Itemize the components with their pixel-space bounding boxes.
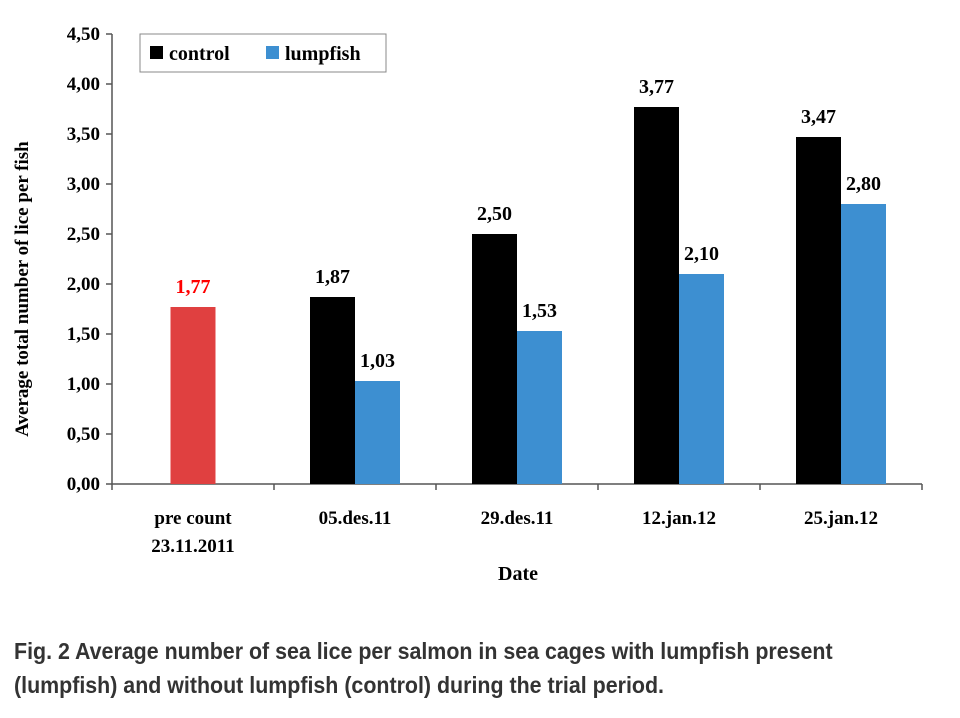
y-tick-label: 2,00 [67,274,100,295]
x-tick-label: pre count [154,508,232,529]
x-tick-label: 05.des.11 [319,508,392,529]
legend-label-lumpfish: lumpfish [285,43,361,65]
y-tick-label: 1,00 [67,374,100,395]
bar-pre-count [170,307,216,484]
bar-control [796,137,841,484]
bar-lumpfish [841,204,886,484]
bar-lumpfish [679,274,724,484]
x-tick-label: 25.jan.12 [804,508,878,529]
y-axis-title: Average total number of lice per fish [12,141,33,437]
y-tick-label: 0,00 [67,474,100,495]
caption-line-1: Fig. 2 Average number of sea lice per sa… [14,638,833,664]
y-tick-label: 4,50 [67,24,100,45]
data-label-lumpfish: 2,10 [684,243,719,265]
legend-box [139,33,387,73]
y-tick-label: 3,00 [67,174,100,195]
x-tick-label-line2: 23.11.2011 [151,536,234,557]
data-label-pre-count: 1,77 [176,276,211,298]
bar-control [634,107,679,484]
legend-swatch-lumpfish [266,46,279,59]
y-tick-label: 0,50 [67,424,100,445]
data-label-control: 3,47 [801,106,836,128]
data-label-control: 1,87 [315,266,350,288]
figure-caption: Fig. 2 Average number of sea lice per sa… [14,634,888,702]
y-tick-label: 4,00 [67,74,100,95]
data-label-control: 2,50 [477,203,512,225]
x-tick-label: 12.jan.12 [642,508,716,529]
bar-chart: 0,00 0,50 1,00 1,50 2,00 2,50 3,00 3,50 4,00 4,50… [12,24,923,585]
y-tick-label: 3,50 [67,124,100,145]
bar-control [310,297,355,484]
bar-lumpfish [355,381,400,484]
y-tick-label: 2,50 [67,224,100,245]
bar-lumpfish [517,331,562,484]
data-label-lumpfish: 1,53 [522,300,557,322]
legend-label-control: control [169,43,230,65]
bar-control [472,234,517,484]
data-label-lumpfish: 2,80 [846,173,881,195]
data-label-control: 3,77 [639,76,674,98]
data-label-lumpfish: 1,03 [360,350,395,372]
legend-swatch-control [150,46,163,59]
x-tick-label: 29.des.11 [481,508,554,529]
x-axis-title: Date [498,563,538,585]
caption-line-2: (lumpfish) and without lumpfish (control… [14,672,664,698]
y-tick-label: 1,50 [67,324,100,345]
